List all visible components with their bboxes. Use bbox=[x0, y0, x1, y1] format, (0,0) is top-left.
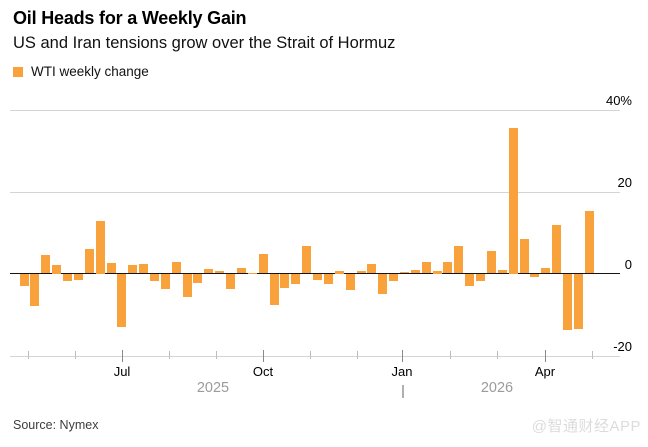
x-axis-minor-tick bbox=[497, 351, 498, 359]
source-note: Source: Nymex bbox=[13, 418, 99, 432]
bar-week-25 bbox=[280, 274, 290, 289]
bar-week-29 bbox=[323, 274, 333, 284]
bar-week-30 bbox=[334, 271, 344, 274]
bar-week-12 bbox=[139, 264, 149, 274]
x-axis-minor-tick bbox=[28, 351, 29, 359]
bar-week-13 bbox=[149, 274, 159, 282]
bar-week-28 bbox=[313, 274, 322, 281]
bar-week-31 bbox=[345, 274, 355, 291]
y-axis-label-40: 40% bbox=[605, 92, 632, 108]
bar-week-48 bbox=[530, 274, 540, 278]
bar-week-27 bbox=[302, 245, 312, 274]
bar-week-50 bbox=[552, 225, 562, 274]
x-axis-minor-tick bbox=[450, 351, 451, 359]
x-axis-minor-tick bbox=[310, 351, 311, 359]
bar-week-1 bbox=[19, 274, 29, 287]
bar-week-20 bbox=[226, 274, 235, 290]
gridline-20 bbox=[10, 191, 620, 193]
bar-week-34 bbox=[378, 274, 388, 294]
bar-week-39 bbox=[432, 271, 442, 274]
bar-week-15 bbox=[171, 261, 181, 274]
x-axis-minor-tick bbox=[75, 351, 76, 359]
bar-week-35 bbox=[389, 274, 399, 282]
watermark: @智通财经APP bbox=[531, 418, 641, 435]
bar-week-14 bbox=[160, 274, 170, 290]
bar-week-45 bbox=[497, 270, 507, 274]
legend-swatch-icon bbox=[13, 66, 23, 77]
bar-week-2 bbox=[30, 274, 40, 307]
bar-week-46 bbox=[508, 127, 518, 274]
zero-line bbox=[10, 272, 620, 275]
bar-week-53 bbox=[584, 210, 594, 274]
year-label-2025: 2025 bbox=[196, 380, 230, 396]
bar-week-37 bbox=[410, 269, 420, 274]
x-axis-minor-tick bbox=[592, 351, 593, 359]
chart-subtitle: US and Iran tensions grow over the Strai… bbox=[13, 34, 396, 52]
x-axis-major-tick-Oct bbox=[263, 350, 264, 362]
bar-week-52 bbox=[573, 274, 583, 329]
bar-week-49 bbox=[541, 268, 551, 274]
legend: WTI weekly change bbox=[13, 64, 149, 79]
x-axis-label-Apr: Apr bbox=[534, 364, 556, 379]
y-axis-label--20: -20 bbox=[613, 338, 632, 354]
bar-week-38 bbox=[421, 261, 431, 274]
bar-week-6 bbox=[73, 274, 83, 280]
bar-week-7 bbox=[84, 248, 94, 274]
legend-label: WTI weekly change bbox=[31, 64, 149, 79]
x-axis-label-Jan: Jan bbox=[391, 364, 413, 379]
bar-week-43 bbox=[476, 274, 485, 281]
bar-week-17 bbox=[193, 274, 203, 284]
bar-week-5 bbox=[63, 274, 72, 282]
x-axis-label-Oct: Oct bbox=[252, 364, 274, 379]
bar-week-10 bbox=[117, 274, 127, 328]
x-axis-label-Jul: Jul bbox=[113, 364, 131, 379]
bar-week-9 bbox=[106, 262, 116, 274]
bar-week-47 bbox=[519, 239, 529, 274]
bar-week-22 bbox=[247, 272, 257, 274]
y-axis-label-20: 20 bbox=[617, 174, 632, 190]
bar-week-11 bbox=[128, 265, 138, 274]
bar-week-41 bbox=[454, 245, 464, 274]
bar-week-23 bbox=[258, 254, 268, 274]
bar-week-36 bbox=[399, 272, 409, 274]
year-label-2026: 2026 bbox=[480, 380, 514, 396]
x-axis-minor-tick bbox=[216, 351, 217, 359]
bar-week-21 bbox=[236, 268, 246, 274]
bar-week-42 bbox=[465, 274, 475, 287]
bar-week-3 bbox=[41, 254, 51, 274]
x-axis-minor-tick bbox=[357, 351, 358, 359]
bar-week-26 bbox=[291, 274, 301, 284]
year-divider bbox=[402, 385, 404, 398]
x-axis-major-tick-Jan bbox=[402, 350, 403, 362]
bar-week-24 bbox=[269, 274, 279, 306]
bar-week-19 bbox=[215, 271, 225, 274]
bar-week-51 bbox=[563, 274, 572, 331]
bar-week-44 bbox=[486, 251, 496, 274]
y-axis-label-0: 0 bbox=[624, 256, 632, 272]
x-axis-major-tick-Apr bbox=[545, 350, 546, 362]
page-title: Oil Heads for a Weekly Gain bbox=[13, 8, 247, 28]
bar-week-16 bbox=[182, 274, 192, 298]
x-axis-minor-tick bbox=[169, 351, 170, 359]
bar-week-32 bbox=[356, 270, 366, 274]
gridline-40 bbox=[10, 109, 620, 111]
bar-week-40 bbox=[443, 262, 453, 274]
gridline--20 bbox=[10, 355, 620, 357]
bar-week-8 bbox=[95, 221, 105, 274]
bar-week-4 bbox=[52, 264, 62, 274]
bar-week-33 bbox=[367, 263, 377, 274]
bar-week-18 bbox=[204, 268, 214, 274]
x-axis-major-tick-Jul bbox=[122, 350, 123, 362]
